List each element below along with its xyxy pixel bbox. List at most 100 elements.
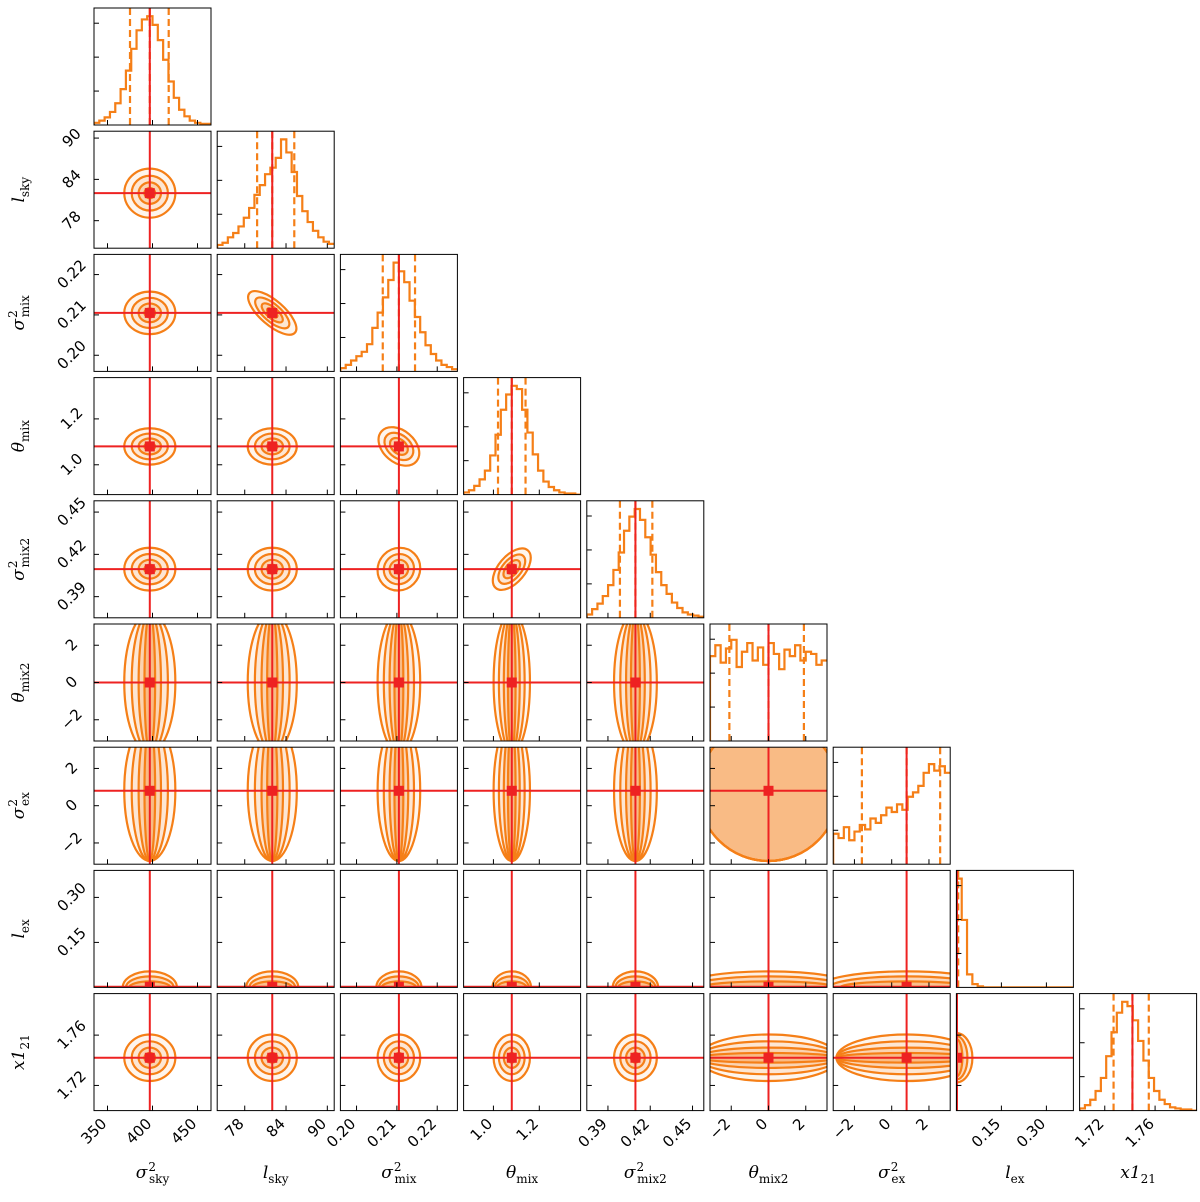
truth-marker	[267, 307, 278, 318]
pair-panel-l_ex-vs-sigma2_ex	[832, 869, 951, 988]
pair-panel-l_ex-vs-l_sky	[216, 869, 335, 988]
truth-marker	[267, 677, 278, 688]
y-tick-label: 2	[62, 758, 81, 777]
x-axis-label-l_sky: lsky	[263, 1163, 289, 1186]
y-axis-label-x1_21: x121	[9, 1034, 32, 1070]
hist-panel-sigma2_mix	[339, 253, 458, 372]
histogram-step	[1079, 1000, 1197, 1111]
panel-frame	[216, 253, 335, 372]
truth-marker	[763, 785, 774, 796]
histogram-step	[586, 507, 704, 618]
x-tick-label: 1.76	[1122, 1115, 1158, 1151]
pair-panel-l_ex-vs-theta_mix	[463, 869, 582, 988]
hist-panel-theta_mix	[463, 377, 582, 496]
x-axis-label-theta_mix: θmix	[506, 1163, 538, 1186]
truth-marker	[267, 441, 278, 452]
pair-panel-theta_mix2-vs-sigma2_mix	[339, 623, 458, 742]
panel-frame	[339, 500, 458, 619]
y-tick-label: 2	[62, 635, 81, 654]
pair-panel-x1_21-vs-l_sky: 78 84 90	[216, 993, 335, 1141]
pair-panel-x1_21-vs-theta_mix: 1.0 1.2	[463, 993, 582, 1145]
x-tick-label: 0	[875, 1115, 894, 1134]
x-tick-label: 78	[221, 1115, 247, 1141]
panel-frame	[955, 993, 1074, 1112]
pair-panel-sigma2_ex-vs-sigma2_mix	[339, 746, 458, 865]
truth-marker	[630, 981, 641, 988]
y-tick-label: 0.20	[53, 337, 89, 373]
x-axis-label-sigma2_sky: σ2 sky	[136, 1160, 170, 1186]
histogram-step	[463, 384, 581, 495]
truth-marker	[393, 1052, 404, 1063]
x-tick-label: 0.45	[659, 1115, 695, 1151]
truth-marker	[267, 981, 278, 988]
hist-panel-sigma2_mix2	[586, 500, 705, 619]
pair-panel-l_sky-vs-sigma2_sky: 78 84 90	[59, 125, 212, 249]
panel-frame	[216, 500, 335, 619]
truth-marker	[630, 677, 641, 688]
y-tick-label: 0.42	[53, 536, 89, 572]
pair-panel-l_ex-vs-sigma2_mix2	[586, 869, 705, 988]
y-axis-label-sigma2_mix: σ2mix	[6, 295, 32, 330]
hist-panel-l_ex	[955, 869, 1074, 988]
hist-panel-sigma2_ex	[832, 746, 951, 865]
hist-panel-sigma2_sky	[93, 7, 212, 126]
hist-panel-theta_mix2	[709, 623, 828, 742]
x-tick-label: 2	[912, 1115, 931, 1134]
x-tick-label: 400	[122, 1115, 155, 1148]
pair-panel-l_ex-vs-theta_mix2	[709, 869, 828, 988]
x-tick-label: 0.15	[968, 1115, 1004, 1151]
panel-frame	[339, 869, 458, 988]
y-tick-label: 78	[59, 207, 85, 233]
truth-marker	[506, 1052, 517, 1063]
panel-frame	[586, 993, 705, 1112]
y-axis-label-theta_mix: θmix	[9, 420, 32, 452]
truth-marker	[144, 1052, 155, 1063]
truth-marker	[506, 981, 517, 988]
truth-marker	[144, 307, 155, 318]
pair-panel-l_ex-vs-sigma2_mix	[339, 869, 458, 988]
x-tick-label: −2	[706, 1115, 734, 1143]
x-tick-label: 1.0	[467, 1115, 497, 1145]
histogram-step	[217, 138, 335, 249]
panel-frame	[586, 500, 705, 619]
hist-panel-l_sky	[216, 130, 335, 249]
pair-panel-theta_mix2-vs-l_sky	[216, 623, 335, 742]
pair-panel-sigma2_mix-vs-sigma2_sky: 0.20 0.21 0.22	[53, 253, 212, 373]
x-axis-label-l_ex: lex	[1005, 1163, 1025, 1186]
y-tick-label: 1.72	[53, 1067, 89, 1103]
y-tick-label: 0.21	[53, 296, 89, 332]
panel-frame	[463, 869, 582, 988]
panel-frame	[216, 869, 335, 988]
x-tick-label: 1.2	[513, 1115, 543, 1145]
y-axis-label-theta_mix2: θmix2	[9, 663, 32, 703]
y-tick-label: 0.39	[53, 578, 89, 614]
truth-marker	[144, 188, 155, 199]
pair-panel-theta_mix2-vs-sigma2_mix2	[586, 623, 705, 742]
truth-marker	[267, 1052, 278, 1063]
pair-panel-x1_21-vs-sigma2_sky: 350 400 450 1.72 1.76	[53, 993, 212, 1148]
pair-panel-theta_mix-vs-sigma2_mix	[339, 377, 458, 496]
pair-panel-sigma2_ex-vs-theta_mix2	[709, 746, 828, 865]
truth-marker	[393, 981, 404, 988]
histogram-step	[956, 877, 1074, 988]
truth-marker	[506, 785, 517, 796]
x-tick-label: 0.20	[323, 1115, 359, 1151]
panel-frame	[339, 993, 458, 1112]
truth-marker	[506, 564, 517, 575]
panel-frame	[1079, 993, 1198, 1112]
truth-marker	[267, 564, 278, 575]
panel-frame	[832, 869, 951, 988]
y-tick-label: 0.30	[53, 879, 89, 915]
y-axis-label-l_sky: lsky	[9, 177, 32, 203]
truth-marker	[144, 441, 155, 452]
panel-frame	[339, 253, 458, 372]
truth-marker	[393, 677, 404, 688]
pair-panel-x1_21-vs-l_ex: 0.15 0.30	[955, 993, 1074, 1151]
x-tick-label: 84	[263, 1115, 289, 1141]
y-tick-label: 0	[62, 672, 81, 691]
x-axis-label-theta_mix2: θmix2	[749, 1163, 789, 1186]
truth-marker	[144, 785, 155, 796]
pair-panel-sigma2_ex-vs-theta_mix	[463, 746, 582, 865]
truth-marker	[630, 1052, 641, 1063]
